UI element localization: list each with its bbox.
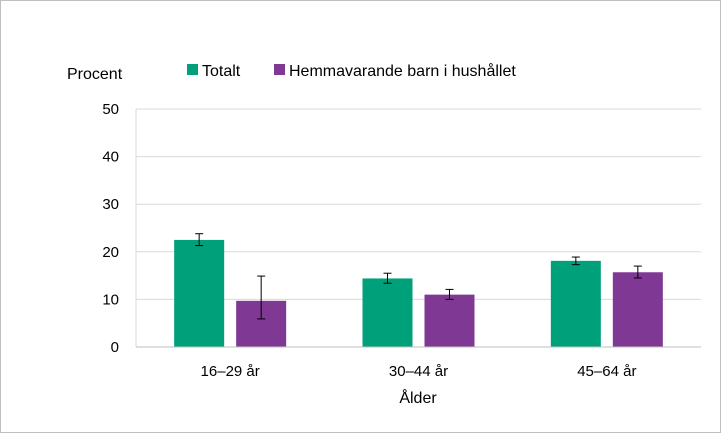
- x-axis-label: Ålder: [399, 388, 437, 407]
- error-bar: [383, 272, 392, 284]
- legend-label-totalt: Totalt: [202, 63, 241, 80]
- bar-totalt-1: [174, 239, 225, 347]
- bar-hemmavarande-2: [424, 294, 475, 347]
- bars: [174, 239, 663, 347]
- bar-totalt-3: [550, 260, 601, 347]
- legend-swatch-hemmavarande: [274, 64, 285, 75]
- bar-hemmavarande-3: [612, 272, 663, 347]
- y-axis-label: Procent: [67, 66, 123, 83]
- y-tick-label: 10: [102, 291, 119, 308]
- legend-label-hemmavarande: Hemmavarande barn i hushållet: [289, 62, 516, 80]
- gridlines: [136, 108, 701, 300]
- legend-swatch-totalt: [187, 64, 198, 75]
- error-bar: [633, 265, 642, 279]
- y-axis: 0 10 20 30 40 50: [102, 101, 137, 356]
- bar-totalt-2: [362, 278, 413, 347]
- error-bars: [195, 233, 642, 320]
- y-tick-label: 0: [111, 339, 119, 356]
- x-tick-label: 45–64 år: [577, 363, 636, 380]
- x-axis: 16–29 år 30–44 år 45–64 år: [136, 346, 701, 380]
- legend: Totalt Hemmavarande barn i hushållet: [187, 62, 516, 80]
- y-tick-label: 40: [102, 149, 119, 166]
- y-tick-label: 20: [102, 244, 119, 261]
- x-tick-label: 30–44 år: [389, 363, 448, 380]
- error-bar: [571, 256, 580, 266]
- x-tick-label: 16–29 år: [201, 363, 260, 380]
- error-bar: [257, 275, 266, 320]
- y-tick-label: 50: [102, 101, 119, 118]
- error-bar: [195, 233, 204, 247]
- error-bar: [445, 288, 454, 300]
- y-tick-label: 30: [102, 196, 119, 213]
